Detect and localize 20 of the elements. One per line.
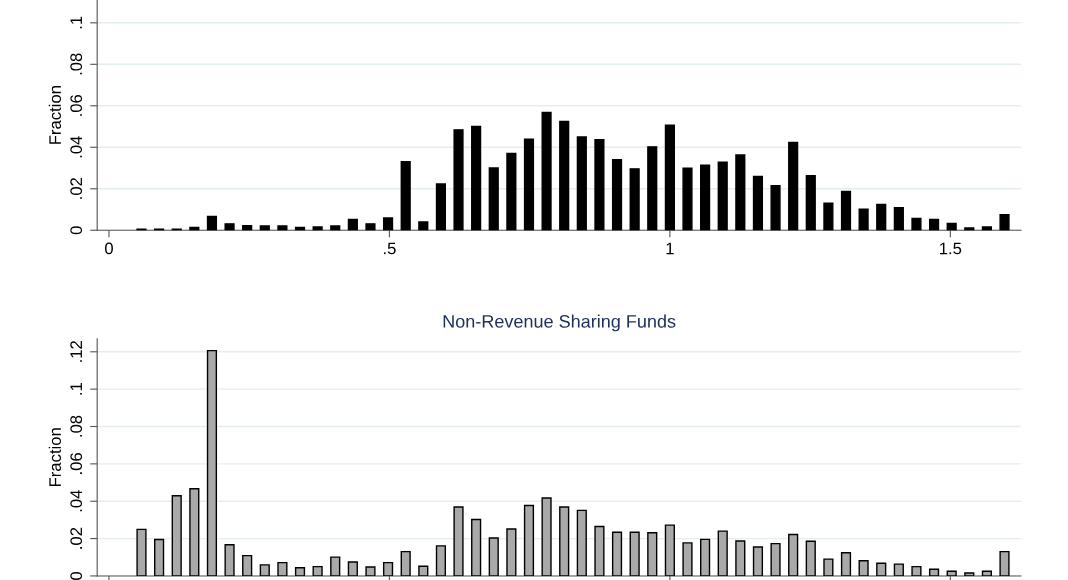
y-tick-label: .1: [70, 16, 82, 29]
y-tick-label: .02: [70, 527, 83, 549]
chart-title: Non-Revenue Sharing Funds: [443, 314, 676, 332]
y-tick-label: .02: [70, 178, 83, 199]
y-tick-label: .06: [70, 94, 83, 116]
y-tick-label: .04: [70, 490, 83, 512]
x-tick-label: 0: [104, 242, 113, 255]
y-tick-label: 0: [70, 226, 83, 235]
y-tick-label: .08: [70, 415, 83, 437]
x-tick-label: .5: [383, 242, 396, 255]
y-tick-label: .08: [70, 53, 83, 75]
y-tick-label: .1: [70, 383, 82, 395]
y-tick-label: .04: [70, 136, 83, 158]
y-tick-label: 0: [70, 571, 83, 580]
y-tick-label: .12: [70, 341, 82, 362]
y-axis-title: Fraction: [48, 86, 61, 144]
y-axis-title: Fraction: [48, 428, 61, 487]
y-tick-label: .06: [70, 453, 83, 474]
x-tick-label: 1: [666, 242, 674, 255]
x-tick-label: 1.5: [940, 242, 962, 255]
